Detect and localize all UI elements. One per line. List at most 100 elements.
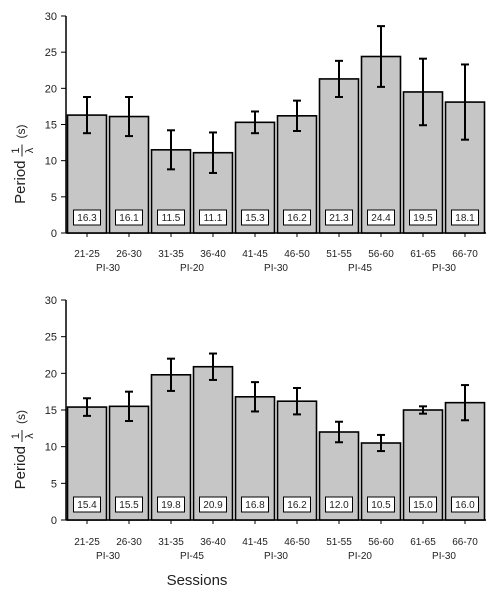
y-tick-label: 0 — [51, 228, 57, 240]
y-tick-label: 20 — [45, 368, 57, 380]
y-axis-label-denominator: λ — [24, 147, 36, 153]
value-label-box — [73, 209, 101, 226]
x-category-label: 46-50 — [284, 537, 310, 548]
x-group-label: PI-30 — [432, 263, 456, 274]
x-category-label: 56-60 — [368, 537, 394, 548]
value-label-box — [283, 496, 311, 513]
value-label: 21.3 — [329, 213, 349, 224]
value-label-box — [199, 496, 227, 513]
y-axis-label-numerator: 1 — [10, 147, 22, 153]
x-category-label: 36-40 — [200, 249, 226, 260]
chart-panel-1: 0 5 10 15 20 25 30 16.3 21-25 16.1 26-30 11.5 31-35 1… — [10, 11, 486, 274]
value-label-box — [409, 209, 437, 226]
bar — [150, 373, 192, 521]
chart-panel-2: 0 5 10 15 20 25 30 15.4 21-25 15.5 26-30 19.8 31-35 2… — [10, 295, 486, 589]
value-label-box — [115, 496, 143, 513]
y-tick-label: 25 — [45, 332, 57, 344]
value-label-box — [367, 209, 395, 226]
y-axis-label-unit: (s) — [14, 125, 28, 139]
value-label-box — [241, 496, 269, 513]
x-category-label: 21-25 — [74, 249, 100, 260]
y-axis-label: Period 1 λ (s) — [10, 125, 36, 204]
y-axis-label-denominator: λ — [24, 433, 36, 439]
y-tick-label: 5 — [51, 478, 57, 490]
x-group-label: PI-30 — [432, 551, 456, 562]
y-tick-label: 30 — [45, 295, 57, 307]
value-label: 24.4 — [371, 213, 391, 224]
value-label: 11.1 — [204, 213, 223, 224]
value-label: 15.4 — [77, 500, 97, 511]
x-category-label: 61-65 — [410, 537, 436, 548]
value-label-box — [241, 209, 269, 226]
value-label: 19.8 — [161, 500, 181, 511]
y-tick-label: 15 — [45, 405, 57, 417]
value-label-box — [367, 496, 395, 513]
value-label-box — [325, 209, 353, 226]
x-category-label: 31-35 — [158, 537, 184, 548]
value-label-box — [199, 209, 227, 226]
bar — [192, 365, 234, 521]
x-group-label: PI-30 — [96, 263, 120, 274]
x-category-label: 46-50 — [284, 249, 310, 260]
y-axis-label-text: Period — [12, 446, 29, 489]
x-category-label: 66-70 — [452, 249, 478, 260]
x-category-label: 51-55 — [326, 249, 352, 260]
value-label: 11.5 — [162, 213, 181, 224]
value-label: 16.1 — [119, 213, 139, 224]
value-label: 15.3 — [245, 213, 265, 224]
value-label-box — [325, 496, 353, 513]
y-tick-label: 10 — [45, 442, 57, 454]
value-label: 15.0 — [413, 500, 433, 511]
x-category-label: 31-35 — [158, 249, 184, 260]
value-label: 16.8 — [245, 500, 265, 511]
x-group-label: PI-30 — [264, 263, 288, 274]
x-category-label: 51-55 — [326, 537, 352, 548]
value-label-box — [409, 496, 437, 513]
value-label: 16.0 — [455, 500, 475, 511]
x-group-label: PI-30 — [96, 551, 120, 562]
value-label: 15.5 — [119, 500, 139, 511]
y-tick-label: 0 — [51, 515, 57, 527]
value-label: 20.9 — [203, 500, 223, 511]
x-group-label: PI-30 — [264, 551, 288, 562]
value-label: 16.2 — [287, 213, 307, 224]
x-category-label: 26-30 — [116, 249, 142, 260]
value-label: 16.3 — [77, 213, 97, 224]
y-axis-label-unit: (s) — [14, 410, 28, 424]
y-axis-label-numerator: 1 — [10, 433, 22, 439]
value-label: 16.2 — [287, 500, 307, 511]
y-axis-label: Period 1 λ (s) — [10, 410, 36, 489]
x-category-label: 56-60 — [368, 249, 394, 260]
y-tick-label: 15 — [45, 120, 57, 132]
x-category-label: 21-25 — [74, 537, 100, 548]
y-tick-label: 10 — [45, 156, 57, 168]
x-category-label: 61-65 — [410, 249, 436, 260]
bar — [318, 78, 360, 234]
value-label-box — [157, 496, 185, 513]
value-label-box — [283, 209, 311, 226]
y-axis-label-text: Period — [12, 161, 29, 204]
value-label-box — [157, 209, 185, 226]
x-category-label: 41-45 — [242, 537, 268, 548]
x-group-label: PI-45 — [348, 263, 372, 274]
x-group-label: PI-45 — [180, 551, 204, 562]
x-category-label: 36-40 — [200, 537, 226, 548]
x-category-label: 26-30 — [116, 537, 142, 548]
value-label-box — [451, 496, 479, 513]
y-tick-label: 20 — [45, 83, 57, 95]
value-label: 10.5 — [371, 500, 391, 511]
value-label-box — [115, 209, 143, 226]
x-category-label: 41-45 — [242, 249, 268, 260]
value-label: 19.5 — [413, 213, 433, 224]
x-category-label: 66-70 — [452, 537, 478, 548]
value-label: 18.1 — [455, 213, 475, 224]
y-tick-label: 25 — [45, 47, 57, 59]
value-label-box — [73, 496, 101, 513]
x-axis-label: Sessions — [167, 572, 228, 589]
y-tick-label: 30 — [45, 11, 57, 23]
value-label-box — [451, 209, 479, 226]
x-group-label: PI-20 — [180, 263, 204, 274]
value-label: 12.0 — [329, 500, 349, 511]
y-tick-label: 5 — [51, 192, 57, 204]
